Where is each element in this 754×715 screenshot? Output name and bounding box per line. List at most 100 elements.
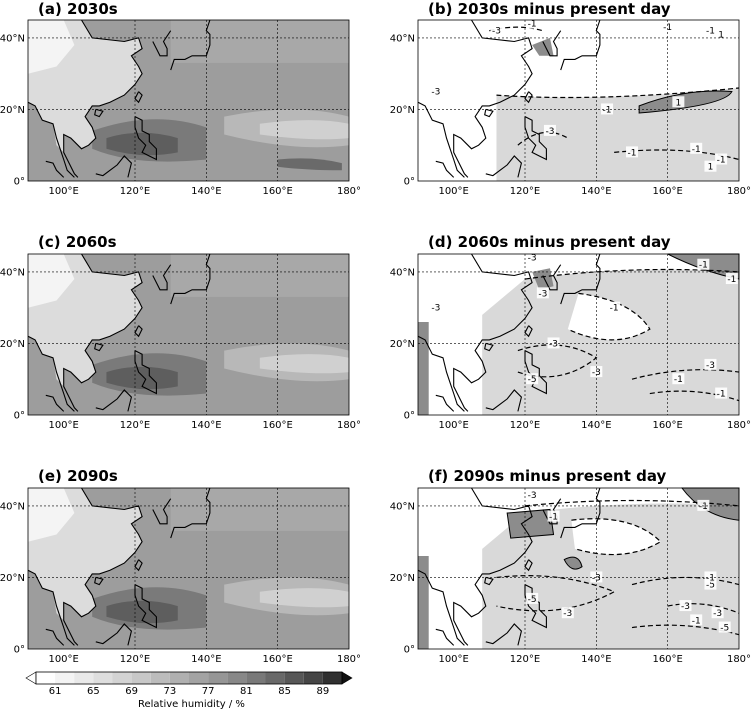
humidity-difference-field: -3 -1 -1 -3 -1 -3 -5 -3 -1 -3 -1 -3	[417, 252, 740, 415]
field-band	[170, 254, 349, 297]
colorbar-tick-label: 77	[201, 686, 215, 697]
coastline	[484, 342, 494, 352]
field-band	[259, 354, 349, 374]
panel-title-c: (c) 2060s	[38, 233, 117, 251]
lon-tick-label: 160°E	[262, 420, 292, 431]
contour-label-bg	[526, 489, 539, 501]
coastline	[560, 253, 601, 305]
lat-tick-label: 0°	[14, 411, 25, 422]
lat-tick-label: 20°N	[0, 573, 25, 584]
colorbar-segment	[208, 672, 228, 684]
coastline	[417, 101, 465, 178]
panel-title-e: (e) 2090s	[38, 467, 118, 485]
lon-tick-label: 120°E	[120, 420, 150, 431]
contour-label-bg	[601, 103, 614, 115]
contour-label: -3	[592, 368, 601, 378]
contour-label-bg	[672, 96, 685, 108]
land-mask	[28, 254, 75, 308]
contour-label-bg	[704, 160, 717, 172]
contour-label: -1	[628, 148, 637, 158]
coastline	[524, 350, 547, 395]
field-band	[106, 600, 178, 624]
humidity-field	[27, 253, 349, 415]
contour-label-bg	[718, 621, 731, 633]
contour-line	[496, 575, 616, 612]
lon-tick-label: 120°E	[120, 654, 150, 665]
positive-region	[418, 321, 429, 415]
coastline	[524, 325, 533, 338]
field-band	[170, 20, 349, 63]
lon-tick-label: 180°	[727, 420, 751, 431]
colorbar-segment	[169, 672, 189, 684]
colorbar-segment	[284, 672, 304, 684]
colorbar-segment	[93, 672, 113, 684]
lat-tick-label: 40°N	[0, 267, 25, 278]
lon-tick-label: 140°E	[581, 186, 611, 197]
contour-label: -3	[545, 127, 554, 137]
contour-label-bg	[561, 607, 574, 619]
contour-label: -1	[692, 616, 701, 626]
coastline	[435, 160, 455, 178]
colorbar-extend-low	[25, 671, 37, 685]
colorbar-tick-label: 85	[278, 686, 291, 697]
lon-tick-label: 100°E	[48, 654, 78, 665]
contour-label-bg	[608, 301, 621, 313]
lon-tick-label: 120°E	[120, 186, 150, 197]
lon-tick-label: 160°E	[652, 186, 682, 197]
lon-tick-label: 120°E	[510, 420, 540, 431]
colorbar-segment	[265, 672, 285, 684]
contour-label: -5	[720, 624, 729, 634]
lat-tick-label: 20°N	[0, 105, 25, 116]
coastline	[95, 155, 133, 178]
colorbar-extend-high	[341, 671, 353, 685]
colorbar-segment	[36, 672, 56, 684]
contour-label: -3	[538, 289, 547, 299]
lon-tick-label: 100°E	[438, 654, 468, 665]
coastline	[542, 264, 562, 291]
panel-title-d: (d) 2060s minus present day	[428, 233, 671, 251]
lon-tick-label: 140°E	[191, 186, 221, 197]
contour-label: -3	[492, 27, 501, 37]
contour-label: 1	[718, 30, 724, 40]
lat-tick-label: 20°N	[390, 573, 415, 584]
contour-label-bg	[429, 301, 442, 313]
contour-label: -1	[549, 513, 558, 523]
contour-label-bg	[715, 387, 728, 399]
coastline	[45, 394, 65, 412]
lat-tick-label: 20°N	[0, 339, 25, 350]
field-band	[170, 488, 349, 531]
contour-label-bg	[672, 373, 685, 385]
coastline	[45, 160, 65, 178]
colorbar-tick-label: 89	[316, 686, 330, 697]
contour-line	[631, 576, 740, 586]
contour-line	[571, 518, 662, 556]
contour-label: -1	[528, 20, 537, 30]
contour-label: 1	[708, 163, 714, 173]
positive-region	[506, 508, 555, 539]
contour-line	[496, 87, 740, 99]
contour-label-bg	[429, 85, 442, 97]
coastline	[453, 19, 533, 178]
contour-label: -3	[563, 609, 572, 619]
coastline	[417, 569, 465, 646]
lon-tick-label: 100°E	[48, 420, 78, 431]
contour-label: -3	[549, 339, 558, 349]
coastline	[45, 628, 65, 646]
colorbar-segment	[303, 672, 323, 684]
land-mask	[28, 20, 75, 74]
map-frame	[27, 487, 350, 650]
panel-title-a: (a) 2030s	[38, 0, 118, 18]
negative-region	[482, 269, 739, 415]
contour-label-bg	[547, 510, 560, 522]
coastline	[484, 108, 494, 118]
contour-label: -1	[706, 573, 715, 583]
contour-label: -5	[528, 595, 537, 605]
contour-label: -1	[699, 502, 708, 512]
lat-tick-label: 0°	[14, 177, 25, 188]
lon-tick-label: 180°	[337, 186, 360, 197]
lat-tick-label: 20°N	[390, 339, 415, 350]
coastline	[485, 389, 523, 412]
coastline	[152, 264, 172, 291]
coastline	[524, 116, 547, 161]
coastline	[152, 498, 172, 525]
